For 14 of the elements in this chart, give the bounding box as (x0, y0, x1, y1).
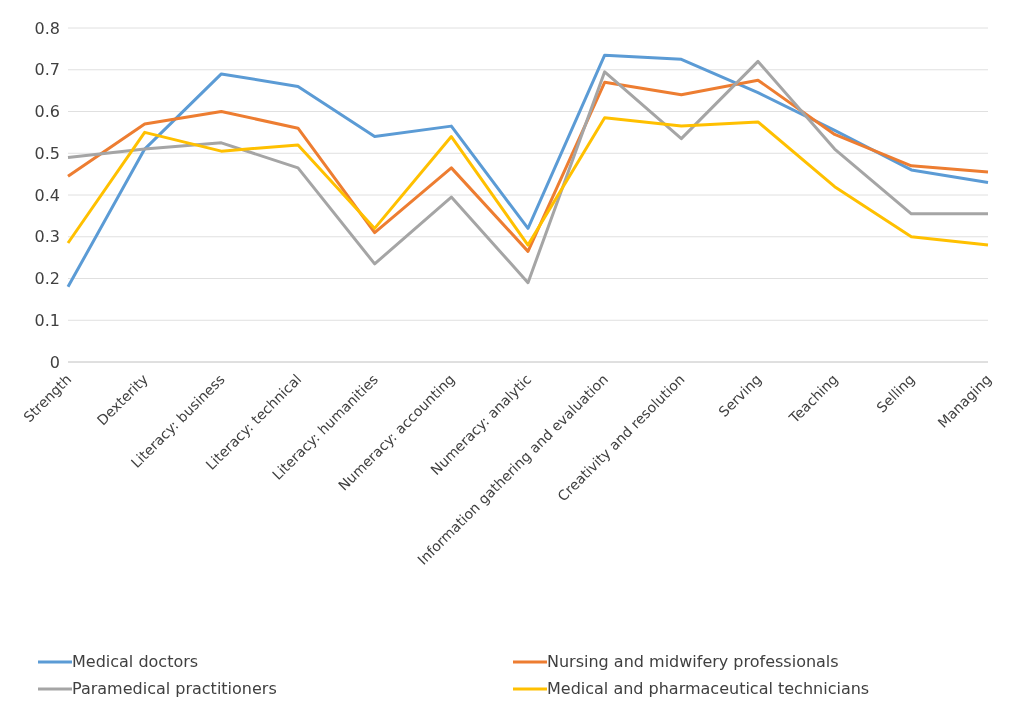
legend-label: Medical and pharmaceutical technicians (547, 679, 870, 698)
y-tick-label: 0 (49, 352, 60, 372)
y-tick-label: 0.5 (34, 143, 60, 163)
legend-label: Paramedical practitioners (72, 679, 277, 698)
y-tick-label: 0.8 (34, 18, 60, 38)
y-tick-label: 0.1 (34, 310, 60, 330)
y-tick-label: 0.3 (34, 227, 60, 247)
y-tick-label: 0.4 (34, 185, 60, 205)
y-tick-label: 0.2 (34, 269, 60, 289)
y-tick-label: 0.6 (34, 102, 60, 122)
line-series (66, 116, 990, 247)
legend-label: Medical doctors (72, 652, 199, 671)
y-tick-label: 0.7 (34, 60, 60, 80)
legend-label: Nursing and midwifery professionals (547, 652, 839, 671)
